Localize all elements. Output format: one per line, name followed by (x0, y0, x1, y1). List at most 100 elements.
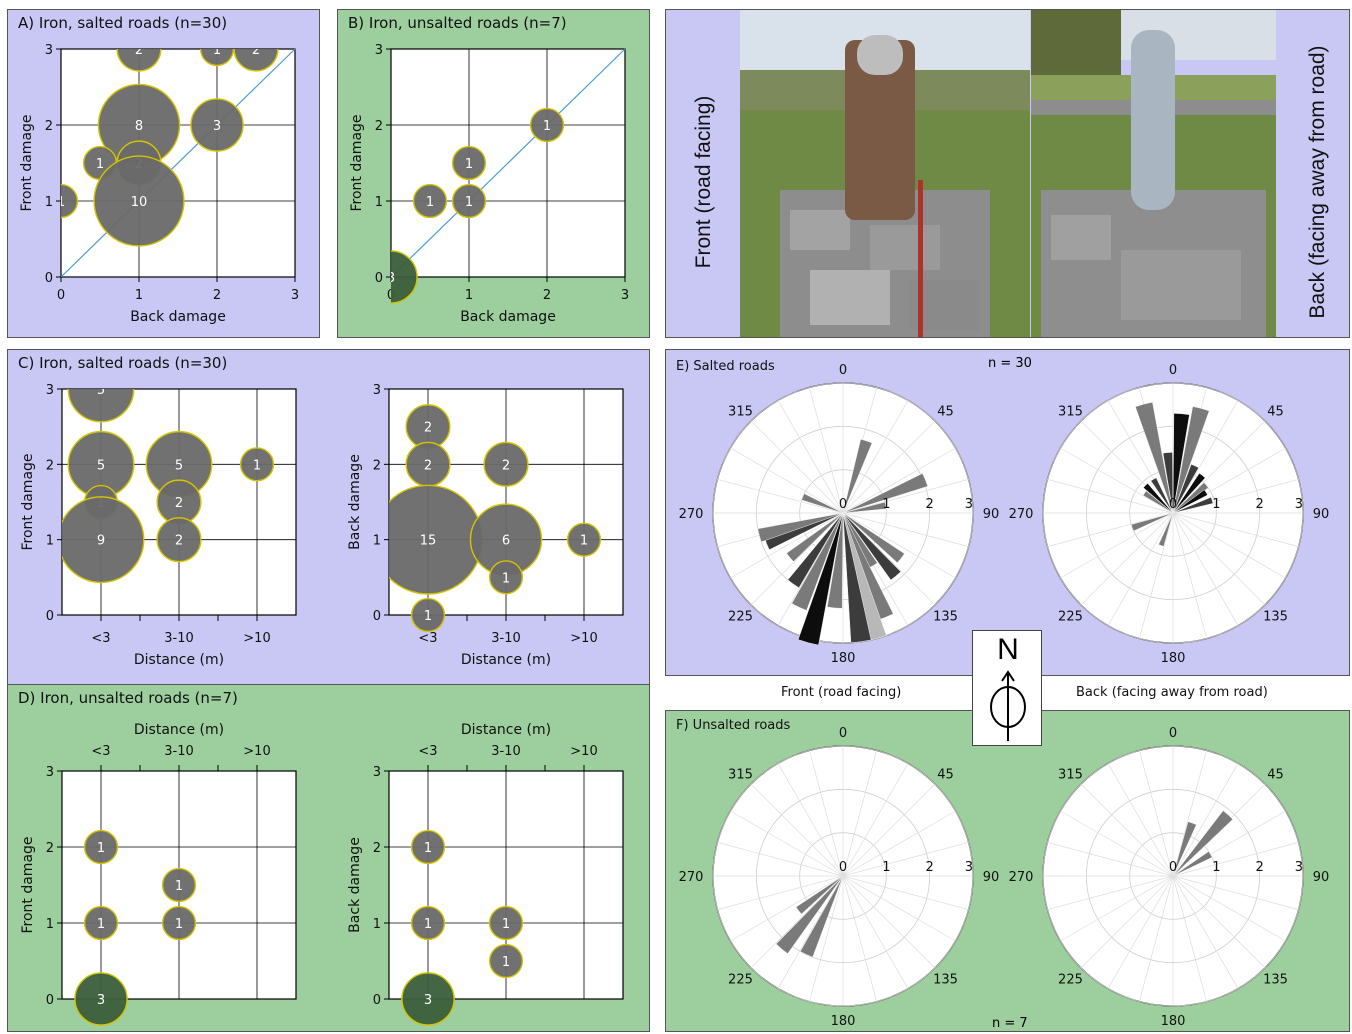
rose-rtick-E-back-0: 0 (1169, 497, 1177, 512)
rose-atick-F-front-5: 225 (728, 973, 753, 988)
rose-rtick-E-front-1: 1 (882, 497, 890, 512)
rose-atick-E-front-0: 0 (839, 363, 847, 378)
bubble-D-front-1 (83, 905, 119, 941)
rose-atick-E-front-6: 270 (679, 507, 704, 522)
rose-atick-F-back-0: 0 (1169, 726, 1177, 741)
n-label-salted: n = 30 (988, 356, 1032, 371)
bubble-label-B-4: 3 (387, 271, 395, 286)
bubble-D-back-4 (488, 943, 524, 979)
rose-rtick-F-front-2: 2 (926, 860, 934, 875)
chart-d: 0 1 2 3 <3 3-10 >10 Distance (m) Front damage 1 1 3… (20, 722, 624, 1026)
bubble-label-A-8: 10 (131, 195, 148, 210)
rose-spoke-E-front-330 (777, 400, 844, 514)
rose-rtick-F-back-2: 2 (1256, 860, 1264, 875)
bubble-C-front-0 (67, 389, 135, 423)
rose-wedge-E-front-3 (842, 512, 905, 564)
xtick-A-0: 0 (57, 288, 65, 303)
rose-spoke-E-back-150 (1172, 512, 1239, 626)
bubble-label-B-3: 1 (465, 195, 473, 210)
rose-spoke-F-front-105 (842, 875, 969, 910)
bubble-D-back-0 (410, 829, 446, 865)
rose-wedge-E-back-2 (1172, 413, 1190, 514)
rose-rtick-F-front-1: 1 (882, 860, 890, 875)
bubble-A-1 (199, 49, 235, 67)
xtick-C-back-0: <3 (418, 631, 437, 646)
rose-atick-F-back-1: 45 (1267, 767, 1284, 782)
bubble-label-C-front-6: 2 (175, 534, 183, 549)
rose-atick-F-back-6: 270 (1009, 870, 1034, 885)
rose-wedge-E-front-11 (791, 512, 844, 611)
rose-atick-F-front-7: 315 (728, 767, 753, 782)
rose-rtick-E-back-3: 3 (1295, 497, 1303, 512)
rose-atick-E-front-1: 45 (937, 404, 954, 419)
rose-spoke-F-back-120 (1172, 875, 1286, 942)
rose-spoke-F-front-345 (809, 750, 844, 877)
bubble-C-front-6 (156, 517, 202, 563)
rose-atick-E-front-4: 180 (831, 651, 856, 666)
panel-c: C) Iron, salted roads (n=30) 0 1 2 3 <3 3-10 >… (7, 349, 650, 685)
bubbles-D-front: 1 1 3 1 1 (74, 829, 197, 1026)
rose-atick-E-front-3: 135 (933, 610, 958, 625)
bubble-label-D-front-2: 3 (97, 993, 105, 1008)
bubble-label-C-back-6: 1 (502, 571, 510, 586)
rose-spoke-F-front-330 (777, 763, 844, 877)
rose-spoke-E-front-315 (750, 420, 844, 514)
bubble-label-A-1: 1 (213, 43, 221, 58)
rose-spoke-F-back-240 (1060, 875, 1174, 942)
rose-atick-E-back-6: 270 (1009, 507, 1034, 522)
rose-wedge-E-back-11 (1142, 490, 1174, 514)
bubble-A-0 (116, 49, 162, 72)
caption-front: Front (road facing) (781, 685, 902, 700)
xtick-D-front-2: >10 (243, 744, 270, 759)
bubble-D-front-3 (161, 867, 197, 903)
panel-d: D) Iron, unsalted roads (n=7) 0 1 2 3 <3 3-10… (7, 684, 650, 1032)
rose-wedge-E-front-2 (842, 501, 887, 514)
rose-wedge-F-back-1 (1172, 810, 1234, 877)
bubble-C-back-3 (410, 597, 446, 633)
rose-atick-F-back-3: 135 (1263, 973, 1288, 988)
panel-b-title: B) Iron, unsalted roads (n=7) (348, 14, 567, 32)
rose-atick-F-back-5: 225 (1058, 973, 1083, 988)
bubble-label-D-back-3: 1 (502, 917, 510, 932)
ylabel-C-back: Back damage (347, 454, 363, 550)
bubble-label-C-front-1: 5 (97, 458, 105, 473)
bubble-D-front-4 (161, 905, 197, 941)
panel-f: F) Unsalted roads n = 7 0 1 2 3 0 45 90 135 180 2… (665, 710, 1350, 1032)
rose-spoke-F-back-105 (1172, 875, 1299, 910)
diagonal-B (390, 48, 626, 278)
panel-a-title: A) Iron, salted roads (n=30) (18, 14, 228, 32)
bubble-A-4 (190, 98, 244, 152)
xlabel-A: Back damage (130, 309, 226, 325)
ytick-C-back-3: 3 (373, 383, 381, 398)
rose-spoke-F-front-150 (842, 875, 909, 989)
rose-spoke-F-back-30 (1172, 763, 1239, 877)
xtick-C-back-2: >10 (570, 631, 597, 646)
rose-spoke-F-front-165 (842, 875, 877, 1002)
back-photo (1031, 10, 1276, 337)
rose-wedge-E-back-12 (1158, 512, 1174, 547)
bubble-label-D-back-4: 1 (502, 955, 510, 970)
rose-spoke-F-front-240 (730, 875, 844, 942)
rose-rtick-F-back-3: 3 (1295, 860, 1303, 875)
bubble-A-7 (61, 183, 79, 219)
bubble-label-D-front-0: 1 (97, 841, 105, 856)
bubble-label-C-front-5: 2 (175, 496, 183, 511)
xtick-B-3: 3 (621, 288, 629, 303)
xlabel-D-front: Distance (m) (134, 722, 224, 738)
bubble-B-2 (412, 183, 448, 219)
rose-spoke-F-front-195 (809, 875, 844, 1002)
xtick-B-1: 1 (465, 288, 473, 303)
ytick-C-back-2: 2 (373, 458, 381, 473)
rose-wedge-E-back-7 (1172, 489, 1208, 514)
panel-d-title: D) Iron, unsalted roads (n=7) (18, 689, 238, 707)
panel-a: A) Iron, salted roads (n=30) 0 1 2 3 0 1 2 3 Bac… (7, 9, 320, 338)
bubble-label-A-6: 1 (96, 157, 104, 172)
bubbles-D-back: 1 1 3 1 1 (401, 829, 524, 1026)
rose-atick-E-back-3: 135 (1263, 610, 1288, 625)
rose-spoke-F-front-255 (717, 875, 844, 910)
bubble-label-C-front-0: 5 (97, 383, 105, 398)
ytick-A-3: 3 (45, 43, 53, 58)
caption-back: Back (facing away from road) (1076, 685, 1268, 700)
bubble-B-4 (391, 250, 418, 304)
rose-wedge-F-back-0 (1172, 821, 1197, 877)
